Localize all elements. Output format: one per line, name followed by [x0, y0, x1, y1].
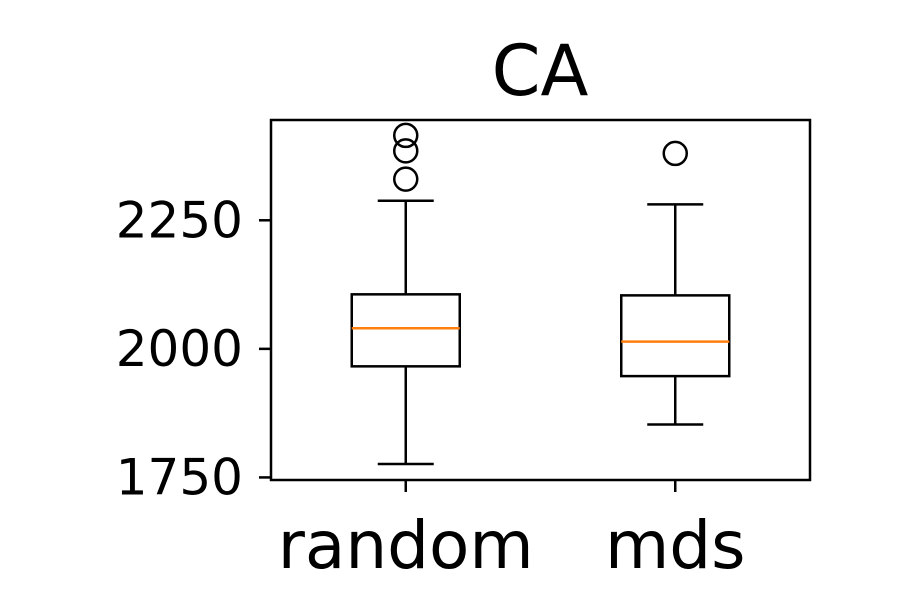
chart-title: CA [492, 30, 589, 112]
axes-frame [269, 118, 812, 482]
outlier-point [393, 138, 419, 164]
plot-area: 1750 2000 2250 random mds [116, 118, 812, 584]
y-tick-label: 1750 [116, 448, 243, 506]
outlier-point [662, 140, 688, 167]
outlier-point [393, 122, 419, 149]
y-tick-label: 2250 [116, 191, 243, 249]
outlier-point [393, 166, 419, 192]
box-iqr [620, 294, 731, 378]
box-iqr [350, 293, 461, 368]
x-tick-label: random [278, 507, 534, 584]
x-tick-label: mds [605, 507, 746, 584]
y-tick-label: 2000 [116, 320, 243, 378]
